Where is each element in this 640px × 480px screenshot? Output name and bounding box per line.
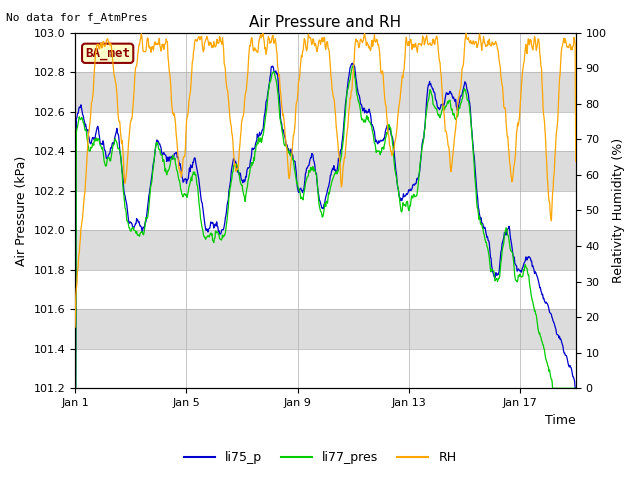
Y-axis label: Air Pressure (kPa): Air Pressure (kPa) xyxy=(15,156,28,265)
Bar xyxy=(75,230,576,270)
Y-axis label: Relativity Humidity (%): Relativity Humidity (%) xyxy=(612,138,625,283)
Text: No data for f_AtmPres: No data for f_AtmPres xyxy=(6,12,148,23)
Bar xyxy=(75,72,576,112)
Title: Air Pressure and RH: Air Pressure and RH xyxy=(250,15,401,30)
Legend: li75_p, li77_pres, RH: li75_p, li77_pres, RH xyxy=(179,446,461,469)
Text: BA_met: BA_met xyxy=(85,47,130,60)
X-axis label: Time: Time xyxy=(545,414,576,427)
Bar xyxy=(75,151,576,191)
Bar xyxy=(75,309,576,349)
